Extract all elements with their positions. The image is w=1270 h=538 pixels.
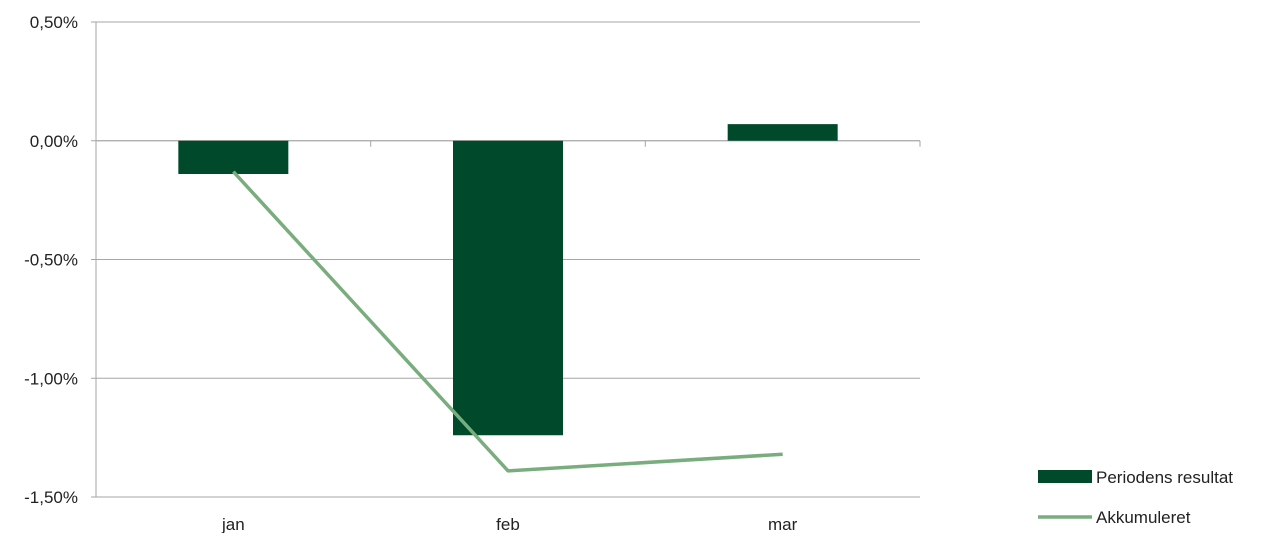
y-tick-label: -0,50% (24, 251, 78, 270)
legend: Periodens resultat Akkumuleret (1038, 468, 1233, 527)
x-tick-label: mar (768, 515, 798, 533)
bar-mar (728, 124, 838, 141)
x-tick-label: jan (221, 515, 245, 533)
y-tick-label: 0,50% (30, 13, 78, 32)
bar-series (178, 124, 837, 435)
legend-label-periodens-resultat: Periodens resultat (1096, 468, 1233, 487)
bar-feb (453, 141, 563, 436)
legend-swatch-periodens-resultat (1038, 470, 1092, 483)
tick-labels: 0,50% 0,00% -0,50% -1,00% -1,50% jan feb mar (24, 13, 798, 533)
y-tick-label: -1,50% (24, 488, 78, 507)
legend-label-akkumuleret: Akkumuleret (1096, 508, 1191, 527)
x-tick-label: feb (496, 515, 520, 533)
bar-jan (178, 141, 288, 174)
y-tick-label: 0,00% (30, 132, 78, 151)
y-tick-label: -1,00% (24, 369, 78, 388)
